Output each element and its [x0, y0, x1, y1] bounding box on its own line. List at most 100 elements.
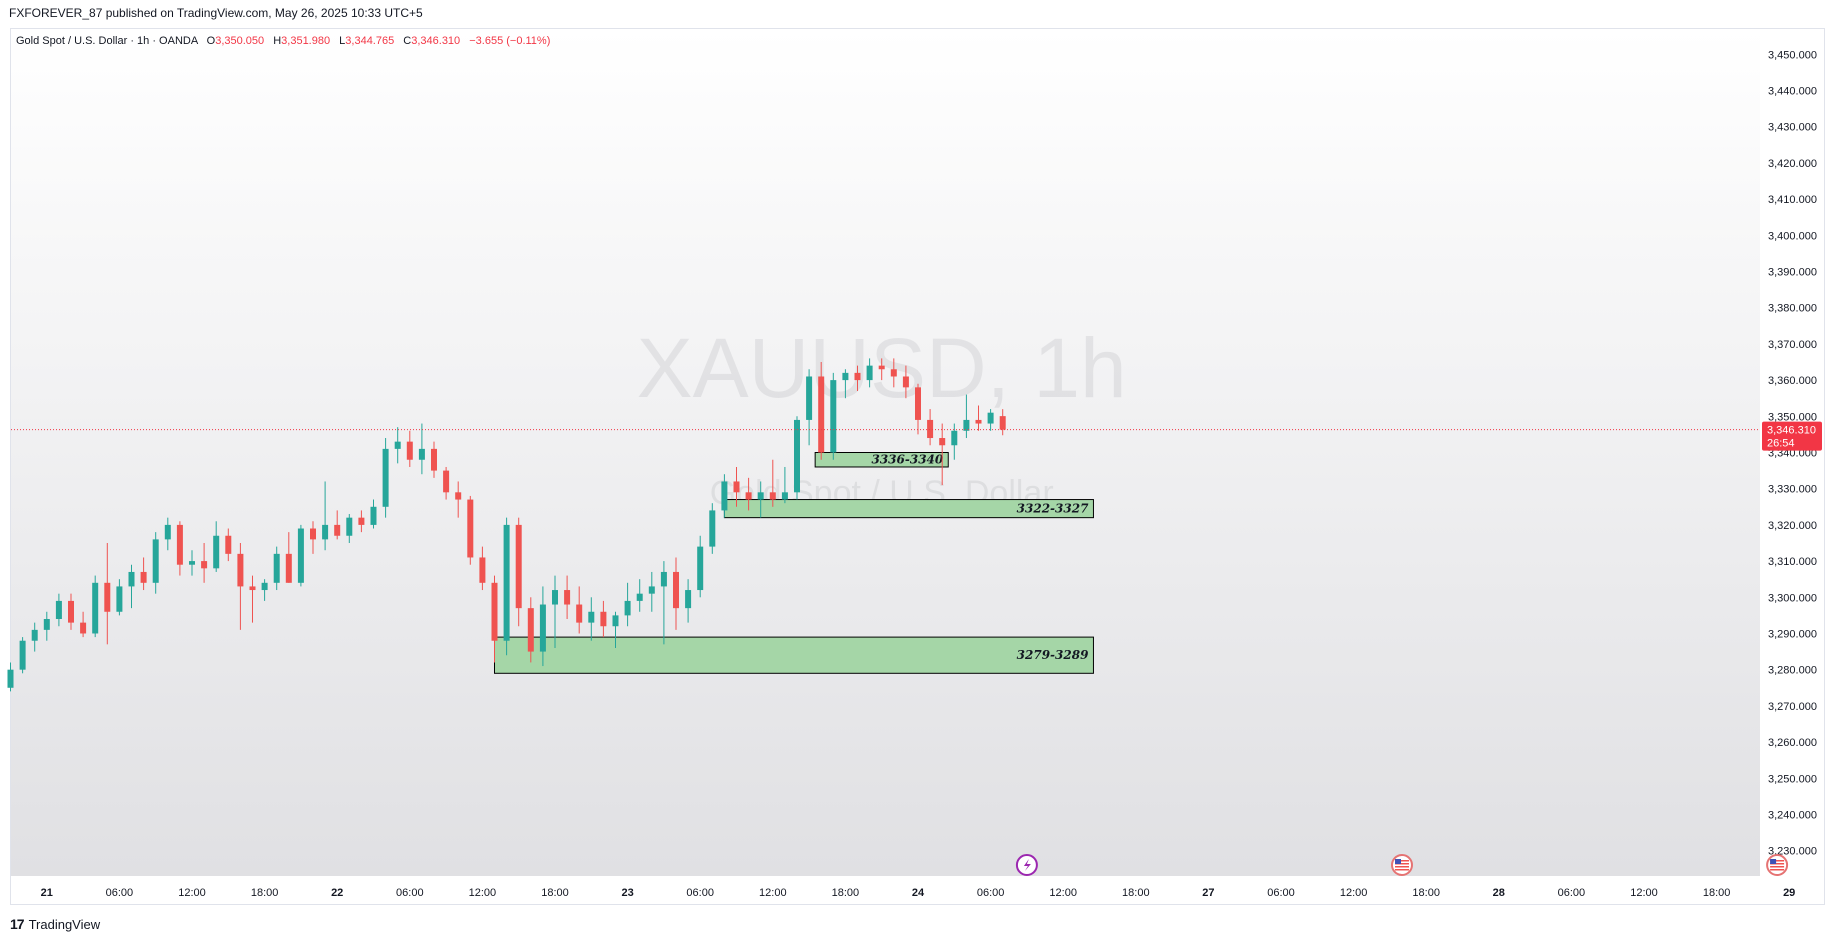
candle-body: [297, 528, 304, 583]
zone-label-1: 3322-3327: [1017, 502, 1089, 516]
candle-body: [382, 448, 389, 507]
lightning-event-icon[interactable]: [1015, 854, 1038, 876]
candle-body: [152, 539, 159, 583]
candle-body: [939, 438, 946, 446]
candle-body: [43, 619, 50, 630]
candle-body: [176, 524, 183, 565]
zone-box-0: [814, 452, 949, 468]
current-price-value: 3,346.310: [1767, 425, 1816, 437]
candle-body: [443, 470, 450, 493]
close-value: 3,346.310: [411, 35, 460, 47]
brand-name: TradingView: [28, 916, 101, 932]
candle-body: [709, 510, 716, 547]
x-tick-label: 12:00: [1630, 887, 1658, 899]
candle-body: [128, 571, 135, 587]
candle-body: [685, 590, 692, 609]
x-tick-label: 06:00: [1558, 887, 1586, 899]
candle-body: [225, 535, 232, 554]
y-tick-label: 3,360.000: [1768, 375, 1817, 387]
candle-body: [866, 365, 873, 381]
candle-body: [201, 561, 208, 569]
y-tick-label: 3,300.000: [1768, 592, 1817, 604]
zones-layer: 3336-3340 3322-3327 3279-3289: [494, 452, 1094, 674]
y-tick-label: 3,440.000: [1768, 86, 1817, 98]
candle-body: [80, 622, 87, 634]
current-price-tag-bg: [1762, 421, 1822, 451]
candle-body: [757, 492, 764, 500]
candle-body: [951, 430, 958, 446]
svg-text:Gold Spot / U.S. Dollar · 1h ·: Gold Spot / U.S. Dollar · 1h · OANDA O 3,…: [16, 35, 550, 47]
events-layer: [1015, 854, 1789, 876]
candle-body: [116, 586, 123, 612]
candle-body: [552, 590, 558, 605]
candle-body: [19, 640, 26, 670]
x-tick-label: 27: [1202, 887, 1214, 899]
chart-frame[interactable]: [10, 28, 1825, 905]
us-flag-event-icon[interactable]: [1766, 854, 1789, 876]
candle-body: [878, 365, 885, 370]
candle-body: [431, 448, 437, 471]
candle-body: [769, 492, 776, 500]
candle-body: [673, 571, 679, 609]
candle-body: [600, 611, 607, 627]
candle-body: [55, 600, 62, 620]
candle-body: [358, 517, 365, 525]
candle-body: [104, 582, 111, 612]
candle-body: [31, 629, 38, 641]
open-label: O: [207, 35, 216, 47]
x-tick-label: 18:00: [1412, 887, 1440, 899]
y-tick-label: 3,260.000: [1768, 737, 1817, 749]
symbol-title: Gold Spot / U.S. Dollar · 1h · OANDA: [16, 35, 199, 47]
y-tick-label: 3,380.000: [1768, 303, 1817, 315]
ohlc-legend: Gold Spot / U.S. Dollar · 1h · OANDA O 3,…: [16, 35, 550, 47]
x-tick-label: 06:00: [686, 887, 714, 899]
candle-body: [346, 517, 353, 536]
candle-body: [539, 604, 546, 652]
candle-body: [806, 376, 813, 420]
candle-body: [697, 546, 704, 591]
candle-body: [7, 669, 14, 688]
zone-box-2: [494, 636, 1094, 674]
x-tick-label: 22: [331, 887, 343, 899]
candle-body: [963, 419, 970, 431]
x-tick-label: 18:00: [1703, 887, 1731, 899]
price-axis[interactable]: 3,230.0003,240.0003,250.0003,260.0003,27…: [1768, 49, 1817, 857]
candle-body: [999, 416, 1006, 430]
x-tick-label: 18:00: [251, 887, 279, 899]
candle-body: [467, 499, 474, 558]
x-tick-label: 12:00: [178, 887, 206, 899]
candle-body: [455, 492, 462, 500]
candle-body: [902, 376, 909, 388]
candlestick-chart[interactable]: XAUUSD, 1h Gold Spot / U.S. Dollar 3336-…: [0, 0, 1835, 912]
y-tick-label: 3,320.000: [1768, 520, 1817, 532]
candle-body: [310, 528, 316, 540]
candle-body: [636, 593, 643, 601]
candle-body: [975, 419, 982, 424]
close-label: C: [403, 35, 411, 47]
high-label: H: [273, 35, 281, 47]
candle-body: [733, 481, 740, 493]
candle-body: [334, 524, 341, 536]
y-tick-label: 3,430.000: [1768, 122, 1817, 134]
candle-body: [164, 524, 171, 540]
candle-body: [68, 600, 74, 623]
candle-body: [927, 419, 934, 439]
candle-body: [564, 590, 571, 605]
candle-body: [721, 481, 728, 511]
candles-layer: [7, 358, 1006, 692]
y-tick-label: 3,400.000: [1768, 230, 1817, 242]
candle-body: [854, 372, 861, 381]
change-value: −3.655 (−0.11%): [469, 35, 550, 47]
x-tick-label: 24: [912, 887, 925, 899]
x-tick-label: 23: [621, 887, 633, 899]
tradingview-brand[interactable]: 17 TradingView: [10, 916, 100, 932]
candle-body: [370, 506, 377, 525]
y-tick-label: 3,290.000: [1768, 628, 1817, 640]
y-tick-label: 3,270.000: [1768, 701, 1817, 713]
time-axis[interactable]: 21 06:00 12:00 18:00 22 06:00 12:00 18:00 23 06:0…: [41, 887, 1835, 899]
candle-body: [515, 524, 522, 609]
published-line: FXFOREVER_87 published on TradingView.co…: [9, 6, 423, 20]
high-value: 3,351.980: [281, 35, 330, 47]
candle-body: [249, 586, 256, 591]
us-flag-event-icon[interactable]: [1391, 854, 1413, 876]
